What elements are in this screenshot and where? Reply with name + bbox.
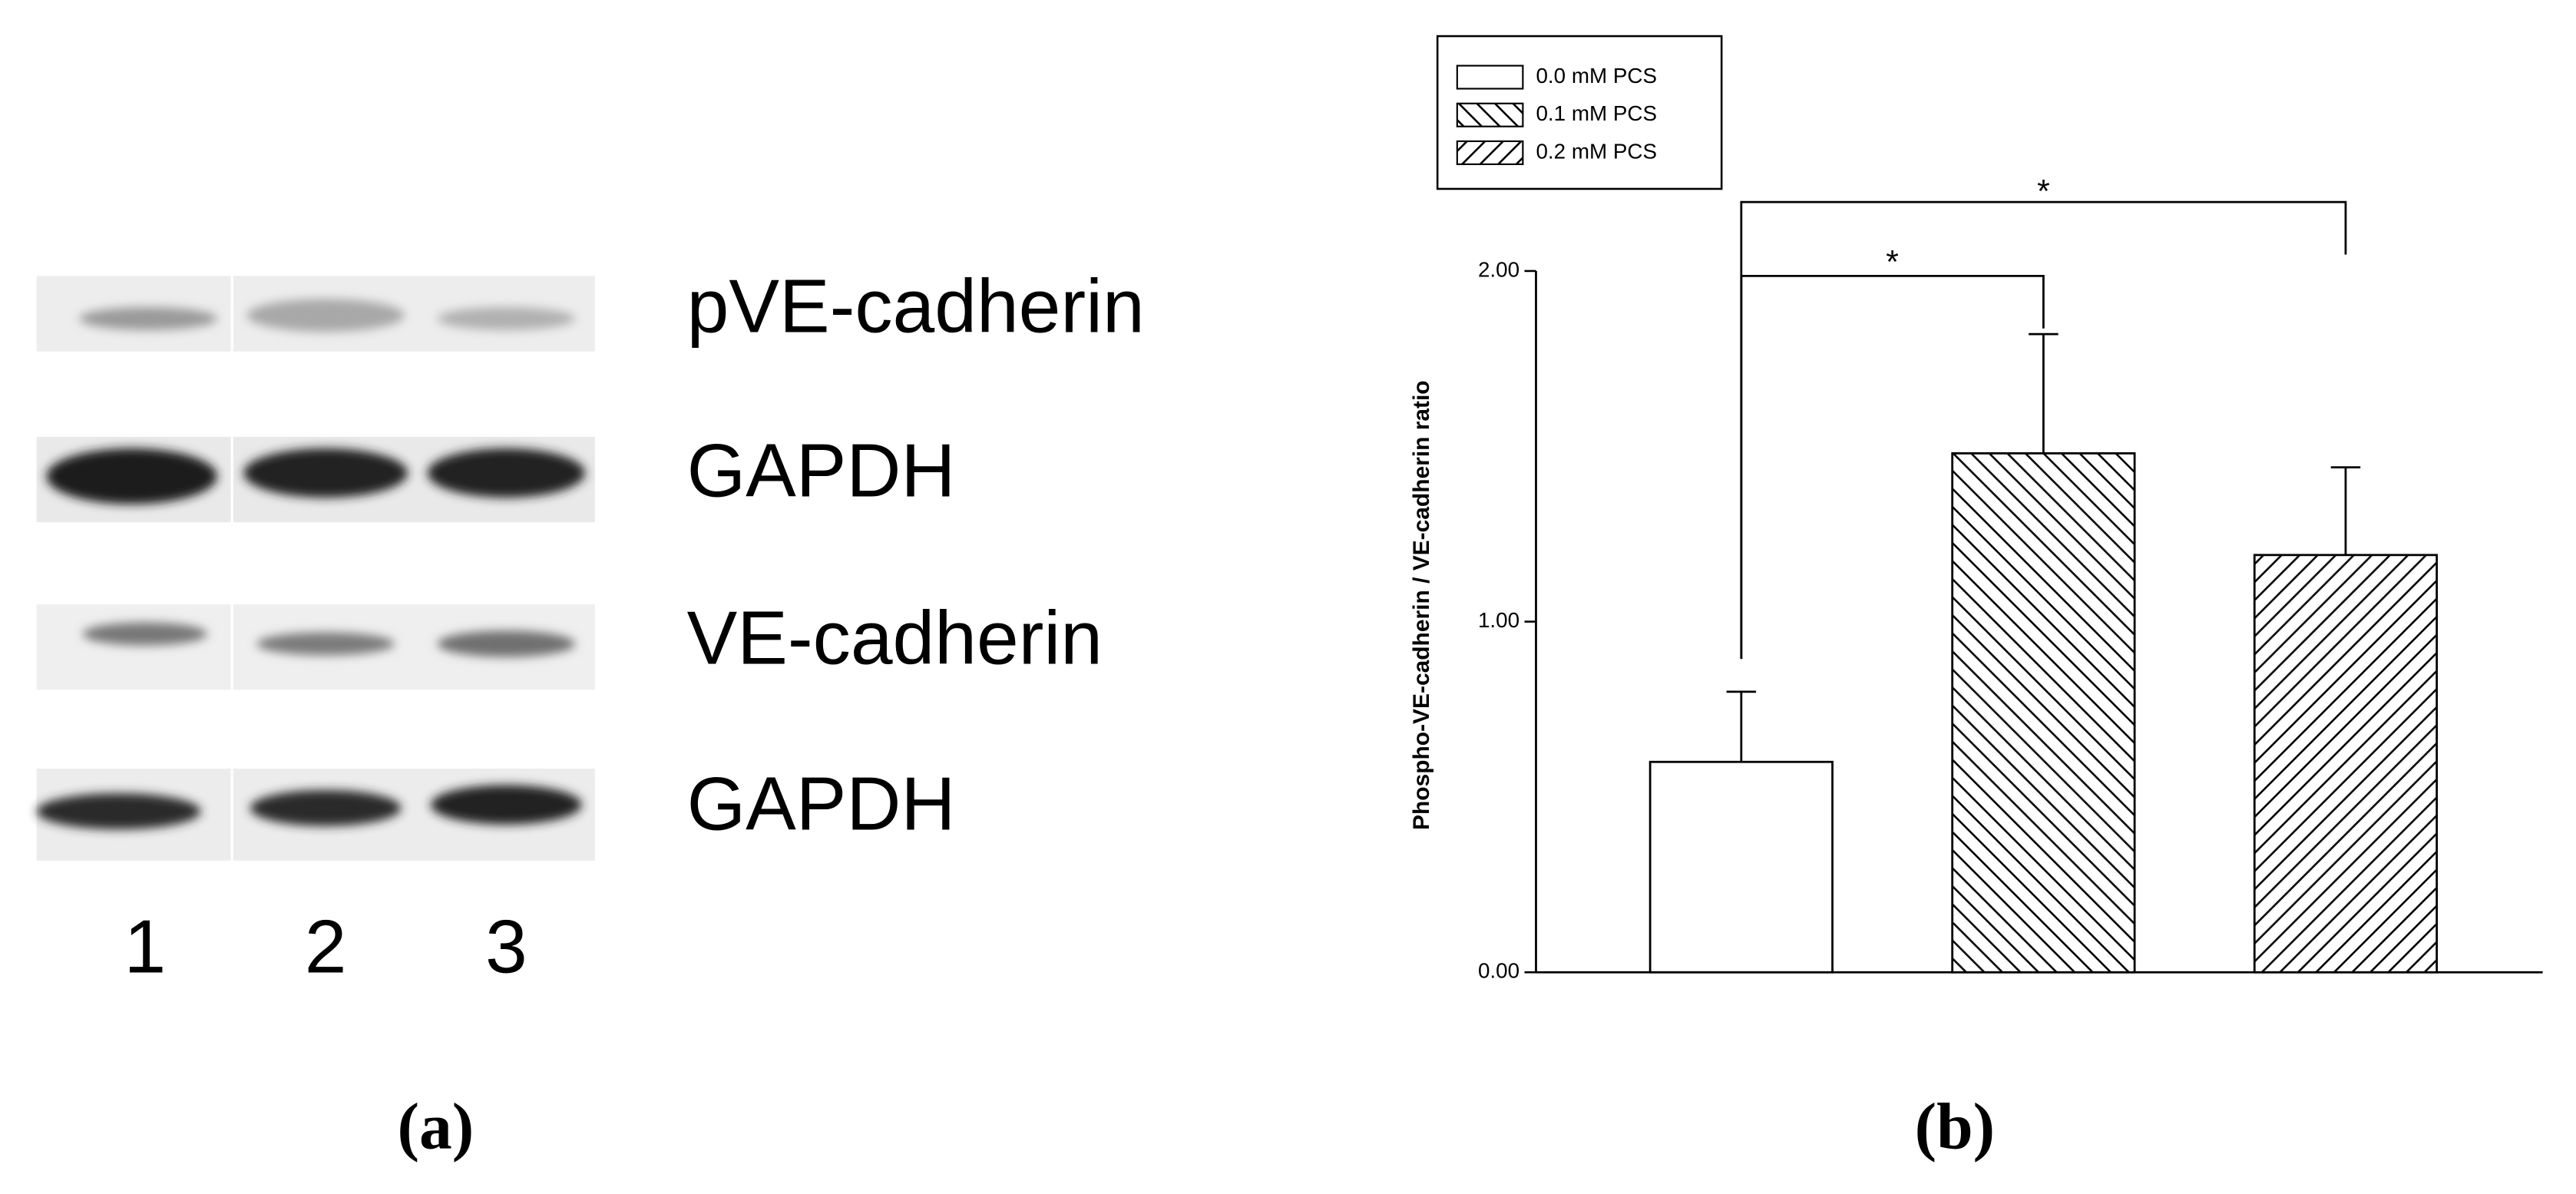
error-bar	[2029, 332, 2058, 454]
panel-label: (b)	[1915, 1090, 1996, 1163]
y-axis-label: Phospho-VE-cadherin / VE-cadherin ratio	[1409, 380, 1434, 830]
y-tick-label: 2.00	[1478, 257, 1519, 281]
band	[250, 789, 402, 826]
legend-label: 0.0 mM PCS	[1536, 64, 1657, 88]
significance-star: *	[1886, 244, 1899, 281]
lane-label: 2	[305, 905, 347, 989]
legend-label: 0.1 mM PCS	[1536, 101, 1657, 125]
band	[437, 630, 576, 657]
band	[82, 622, 208, 646]
band	[243, 448, 408, 498]
significance-bracket	[1740, 200, 2347, 660]
bar	[2253, 554, 2439, 974]
y-tick-label: 0.00	[1478, 959, 1519, 983]
band	[246, 299, 405, 332]
bar	[1648, 760, 1834, 974]
significance-star: *	[2037, 174, 2050, 210]
legend-swatch	[1456, 64, 1524, 90]
blot-label: GAPDH	[687, 761, 956, 845]
bar	[1951, 451, 2136, 974]
blot-label: VE-cadherin	[687, 595, 1103, 680]
western-blot	[36, 276, 595, 861]
band	[437, 306, 576, 330]
lane-label: 3	[485, 905, 527, 989]
legend-swatch	[1456, 140, 1524, 165]
legend-label: 0.2 mM PCS	[1536, 139, 1657, 163]
y-tick-label: 1.00	[1478, 608, 1519, 632]
error-bar	[2330, 466, 2361, 555]
band	[46, 448, 217, 504]
band	[36, 793, 201, 830]
blot-label: GAPDH	[687, 428, 956, 512]
legend-swatch	[1456, 102, 1524, 127]
lane-label: 1	[124, 905, 166, 989]
band	[256, 632, 395, 656]
blot-label: pVE-cadherin	[687, 263, 1145, 348]
band	[79, 306, 217, 330]
panel-label: (a)	[398, 1090, 475, 1163]
band	[427, 448, 586, 498]
band	[430, 785, 582, 825]
error-bar	[1726, 690, 1757, 762]
